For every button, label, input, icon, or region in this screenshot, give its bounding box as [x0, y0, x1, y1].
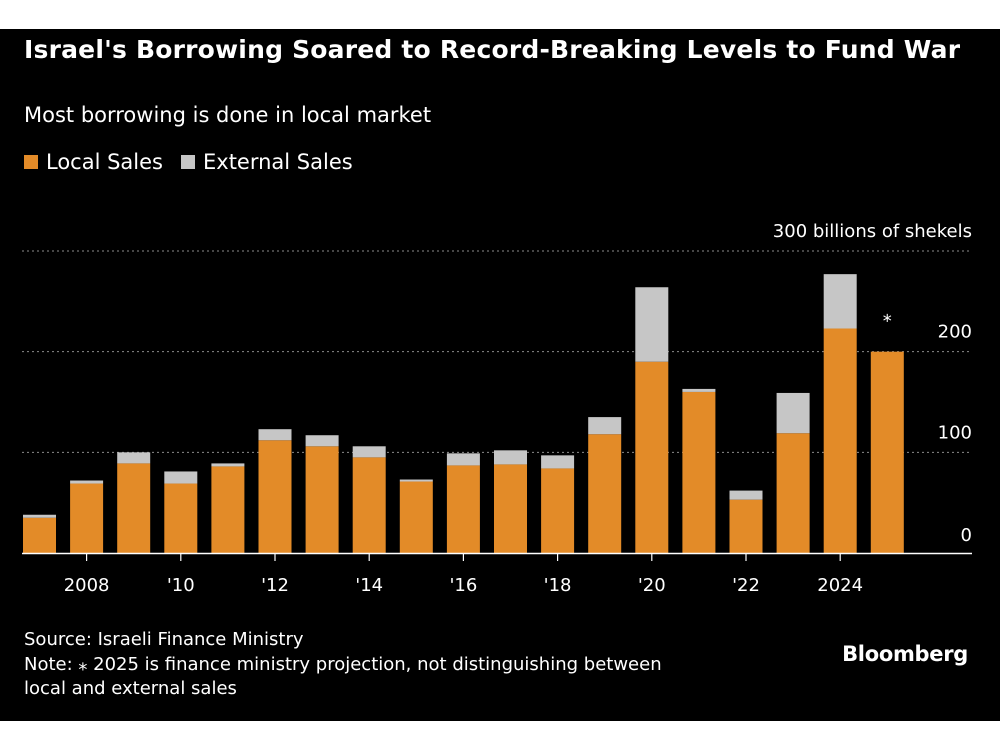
- x-tick-label-2012: '12: [261, 575, 289, 596]
- legend-label-local: Local Sales: [46, 150, 163, 174]
- bar-local-2009: [117, 463, 151, 553]
- x-tick-label-2024: 2024: [817, 575, 863, 596]
- x-tick-label-2010: '10: [167, 575, 195, 596]
- bar-local-2011: [211, 466, 245, 553]
- bar-local-2012: [258, 440, 292, 553]
- bar-external-2007: [23, 514, 56, 518]
- chart-subtitle: Most borrowing is done in local market: [24, 103, 432, 127]
- bar-local-2024: [823, 328, 857, 553]
- x-tick-label-2014: '14: [355, 575, 383, 596]
- legend-label-external: External Sales: [203, 150, 353, 174]
- source-text: Source: Israeli Finance Ministry: [24, 629, 304, 650]
- bar-external-2008: [70, 480, 104, 484]
- bar-external-2020: [635, 287, 669, 362]
- bar-local-2015: [399, 481, 433, 553]
- note-line-1: Note: ⁎ 2025 is finance ministry project…: [24, 654, 662, 675]
- bar-external-2009: [117, 452, 151, 464]
- x-tick-label-2008: 2008: [64, 575, 110, 596]
- note-line-2: local and external sales: [24, 678, 237, 699]
- bar-local-2022: [729, 499, 763, 553]
- y-tick-label-300: 300 billions of shekels: [773, 221, 972, 242]
- bar-local-2010: [164, 483, 198, 553]
- bar-external-2021: [682, 388, 716, 392]
- chart-title: Israel's Borrowing Soared to Record-Brea…: [24, 35, 961, 64]
- legend-swatch-external: [181, 155, 195, 169]
- bar-external-2018: [541, 455, 575, 469]
- bar-external-2019: [588, 417, 622, 435]
- bar-external-2012: [258, 429, 292, 441]
- bar-local-2018: [541, 468, 575, 553]
- bar-external-2022: [729, 490, 763, 500]
- x-tick-label-2016: '16: [449, 575, 477, 596]
- bar-external-2023: [776, 392, 810, 434]
- annotation-asterisk: ⁎: [883, 306, 892, 327]
- bar-local-2023: [776, 433, 810, 553]
- bar-local-2020: [635, 361, 669, 553]
- x-tick-label-2020: '20: [638, 575, 666, 596]
- bar-external-2010: [164, 471, 198, 484]
- bar-external-2014: [352, 446, 386, 458]
- bar-external-2024: [823, 274, 857, 329]
- x-tick-label-2018: '18: [544, 575, 572, 596]
- bloomberg-logo: Bloomberg: [842, 642, 968, 666]
- bar-local-2021: [682, 391, 716, 553]
- legend: Local Sales External Sales: [24, 150, 371, 174]
- bar-external-2013: [305, 435, 339, 447]
- bar-external-2015: [399, 479, 433, 482]
- bar-external-2016: [446, 453, 480, 466]
- bar-local-2007: [23, 517, 56, 553]
- y-tick-label-100: 100: [938, 422, 972, 443]
- bar-local-2025: [870, 351, 904, 553]
- bar-local-2014: [352, 457, 386, 553]
- legend-item-local: Local Sales: [24, 150, 163, 174]
- y-tick-label-200: 200: [938, 322, 972, 343]
- legend-swatch-local: [24, 155, 38, 169]
- bar-external-2017: [494, 450, 527, 465]
- bar-local-2019: [588, 434, 622, 553]
- bar-external-2011: [211, 463, 245, 467]
- bar-local-2016: [446, 465, 480, 553]
- bar-local-2013: [305, 446, 339, 553]
- y-tick-label-0: 0: [961, 525, 972, 546]
- x-tick-label-2022: '22: [732, 575, 760, 596]
- bar-local-2008: [70, 483, 104, 553]
- bar-local-2017: [494, 464, 527, 553]
- legend-item-external: External Sales: [181, 150, 353, 174]
